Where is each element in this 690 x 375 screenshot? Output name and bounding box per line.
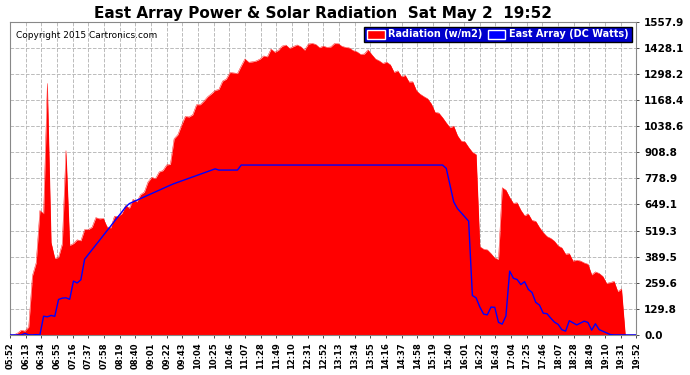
Legend: Radiation (w/m2), East Array (DC Watts): Radiation (w/m2), East Array (DC Watts) — [364, 27, 631, 42]
Title: East Array Power & Solar Radiation  Sat May 2  19:52: East Array Power & Solar Radiation Sat M… — [95, 6, 552, 21]
Text: Copyright 2015 Cartronics.com: Copyright 2015 Cartronics.com — [17, 31, 157, 40]
